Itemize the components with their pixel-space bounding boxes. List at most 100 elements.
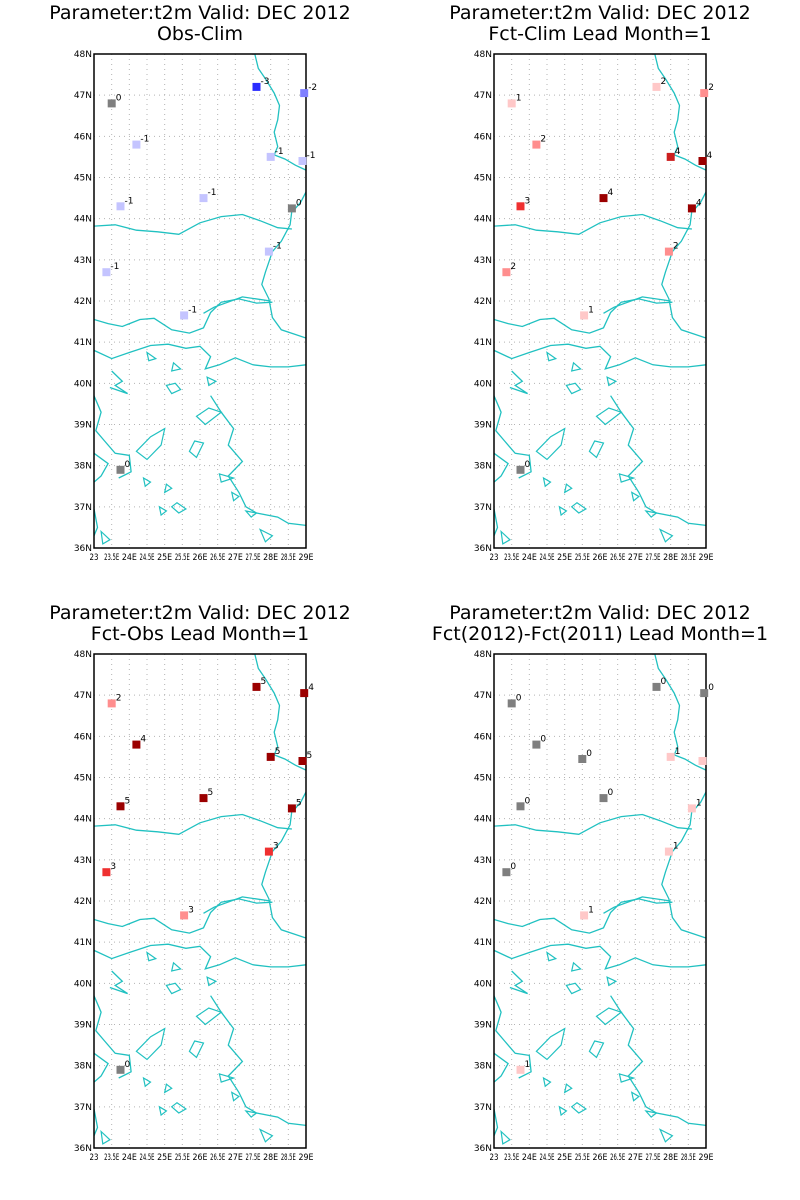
map-panel-obs-clim: Parameter:t2m Valid: DEC 2012 Obs-Clim 3… [0,0,400,600]
x-tick-label: 25E [557,553,572,563]
y-tick-label: 41N [474,338,492,348]
y-tick-label: 37N [74,1103,92,1113]
x-tick-label: 24E [122,553,137,563]
station-marker [287,204,296,213]
x-tick-label: 24E [522,553,537,563]
station-marker [300,89,309,98]
station-value-label: 2 [661,77,667,87]
island-outline [165,382,182,395]
station-marker [652,682,661,691]
station-marker [666,752,675,761]
x-tick-label: 23.5E [504,1153,519,1163]
coastline [494,508,499,536]
station-value-label: 1 [525,1060,531,1070]
station-value-label: 2 [540,135,546,145]
island-outline [158,1105,168,1117]
x-tick-label: 29E [699,1153,714,1163]
station-markers: 0 -3 -2 -1 -1 -1 -1 -1 0 -1 -1 -1 0 [102,77,317,474]
island-outline [218,473,236,483]
station-value-label: 1 [696,798,702,808]
y-tick-label: 42N [474,897,492,907]
station-value-label: 0 [540,735,546,745]
coastline [254,654,306,771]
station-marker [578,755,587,763]
coastlines [94,654,306,1145]
station-marker [687,804,696,813]
station-marker [116,465,125,474]
y-tick-label: 42N [74,897,92,907]
island-outline [142,476,152,488]
station-value-label: 3 [110,862,116,872]
coastline [654,54,706,171]
station-value-label: -2 [308,83,317,93]
coastline [94,508,99,536]
station-value-label: 1 [516,93,522,103]
coastline [603,296,671,314]
x-tick-label: 26E [193,553,208,563]
station-marker [502,268,511,277]
coastline [494,813,692,835]
y-tick-label: 47N [474,91,492,101]
y-tick-label: 45N [474,774,492,784]
y-tick-label: 41N [74,938,92,948]
x-tick-label: 25.5E [175,553,190,563]
station-value-label: 3 [188,905,194,915]
x-tick-label: 28E [263,1153,278,1163]
y-tick-label: 39N [474,421,492,431]
station-value-label: 4 [707,151,713,161]
station-value-label: 1 [588,905,594,915]
coastline [494,943,706,970]
island-outline [542,1076,552,1088]
station-markers: 1 2 2 2 4 4 3 4 4 2 2 1 0 [502,77,714,474]
y-tick-label: 38N [474,462,492,472]
island-outline [206,376,218,387]
y-tick-label: 44N [74,215,92,225]
coastline [94,898,273,934]
coastline [94,395,132,479]
x-tick-label: 24E [522,1153,537,1163]
station-marker [264,847,273,856]
x-tick-label: 23 [90,1153,99,1163]
gridlines [93,53,307,549]
y-tick-label: 39N [74,421,92,431]
station-marker [516,202,525,211]
coastline [610,395,706,527]
x-tick-label: 27E [628,1153,643,1163]
island-outline [142,1076,152,1088]
island-outline [535,427,566,461]
island-outline [658,1128,674,1143]
island-outline [258,528,274,543]
x-tick-label: 25.5E [175,1153,190,1163]
island-outline [558,1105,568,1117]
y-tick-label: 46N [74,132,92,142]
coastline [494,298,673,334]
coastline [654,654,706,771]
y-tick-label: 43N [74,256,92,266]
panel-title: Parameter:t2m Valid: DEC 2012 [449,602,751,624]
station-marker [664,247,673,256]
coastlines [94,54,306,545]
island-outline [170,501,188,514]
station-value-label: 0 [608,788,614,798]
island-outline [588,440,605,459]
station-value-label: 4 [675,147,681,157]
x-tick-label: 28E [663,1153,678,1163]
island-outline [542,476,552,488]
y-tick-label: 44N [74,815,92,825]
y-tick-label: 36N [474,544,492,554]
island-outline [163,1083,173,1094]
map-panel-fct-diff: Parameter:t2m Valid: DEC 2012 Fct(2012)-… [400,600,800,1200]
island-outline [244,510,258,518]
y-tick-label: 42N [474,297,492,307]
island-outline [644,1110,658,1118]
panel-title: Parameter:t2m Valid: DEC 2012 [49,2,351,24]
station-marker [599,194,608,203]
station-marker [266,152,275,161]
station-marker [287,804,296,813]
station-marker [199,794,208,803]
coastline [94,1052,109,1083]
island-outline [565,382,582,395]
coastline [254,54,306,171]
station-value-label: 5 [307,751,313,761]
x-tick-label: 23 [90,553,99,563]
